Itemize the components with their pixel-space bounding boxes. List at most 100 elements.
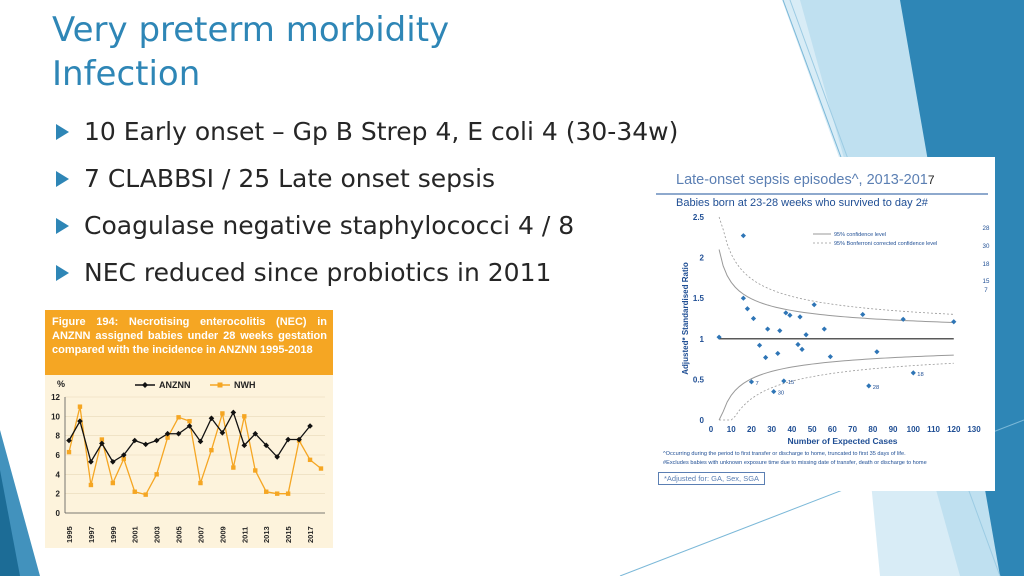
bullet-item: Coagulase negative staphylococci 4 / 8 [56, 206, 678, 253]
nec-data-point [264, 489, 269, 494]
los-data-point [763, 354, 769, 361]
los-limit-lower-95 [718, 354, 954, 421]
los-side-label: 7 [984, 287, 988, 294]
nec-data-point [230, 409, 237, 416]
los-x-tick-label: 100 [907, 425, 921, 434]
los-data-point [750, 315, 757, 322]
los-y-tick-label: 2 [700, 254, 705, 263]
los-side-label: 28 [983, 225, 990, 232]
nec-data-point [132, 489, 137, 494]
bullet-text: Coagulase negative staphylococci 4 / 8 [84, 211, 575, 240]
los-limit-upper-bonferroni [718, 216, 954, 315]
los-data-point [748, 379, 755, 385]
los-data-point [765, 326, 771, 332]
los-chart: 0 0.5 1 1.5 2 2.5 0 10 20 30 40 50 60 70 80 90 100 110 120… [681, 213, 990, 446]
los-legend-label: 95% confidence level [834, 232, 886, 238]
nec-data-point [242, 414, 247, 419]
bullet-item: 10 Early onset – Gp B Strep 4, E coli 4 … [56, 112, 678, 159]
nec-y-label: % [57, 379, 65, 389]
los-x-tick-label: 30 [767, 425, 776, 434]
nec-data-point [120, 452, 127, 458]
los-legend-label: 95% Bonferroni corrected confidence leve… [834, 241, 937, 247]
los-title-rule [656, 193, 988, 195]
los-data-point [795, 341, 801, 348]
los-data-point [740, 295, 746, 301]
nec-x-tick-label: 2015 [284, 526, 293, 543]
los-figure: 0 0.5 1 1.5 2 2.5 0 10 20 30 40 50 60 70 80 90 100 110 120… [651, 157, 995, 491]
nec-x-tick-label: 1995 [65, 526, 74, 543]
los-title-text: Late-onset sepsis episodes^, 2013-201 [676, 172, 928, 188]
los-data-point [866, 383, 872, 389]
nec-data-point [219, 429, 226, 436]
nec-x-tick-label: 2011 [240, 527, 249, 543]
nec-data-point [88, 458, 94, 465]
nec-y-tick-label: 8 [56, 432, 61, 441]
los-data-point [900, 316, 906, 322]
los-data-point [910, 370, 916, 376]
nec-chart: % 0 2 4 6 8 10 12 1995 1997 1999 2001 2003 2005 2007 20… [51, 379, 325, 543]
los-x-tick-label: 50 [808, 425, 817, 434]
los-side-label: 30 [983, 243, 990, 250]
nec-data-point [110, 480, 116, 486]
los-footnote-2: #Excludes babies with unknown exposure t… [663, 460, 927, 466]
los-y-tick-label: 2.5 [693, 213, 705, 222]
nec-data-point [296, 436, 302, 443]
nec-legend-marker [217, 382, 223, 388]
los-data-point [874, 349, 880, 355]
los-data-point [777, 328, 783, 334]
nec-figure: Figure 194: Necrotising enterocolitis (N… [45, 310, 333, 548]
nec-x-tick-label: 2003 [153, 526, 162, 543]
nec-data-point [231, 465, 236, 470]
los-point-label: 30 [778, 391, 784, 397]
nec-data-point [208, 415, 215, 422]
los-subtitle: Babies born at 23-28 weeks who survived … [676, 197, 928, 209]
nec-x-tick-label: 2009 [218, 526, 227, 543]
nec-data-point [77, 404, 83, 409]
nec-data-point [131, 437, 138, 444]
los-data-point [803, 332, 809, 338]
los-data-point [799, 346, 805, 352]
nec-x-tick-label: 1997 [87, 526, 96, 543]
nec-data-point [307, 423, 313, 429]
los-y-tick-label: 1 [700, 335, 705, 344]
nec-y-tick-label: 2 [56, 490, 61, 499]
los-x-tick-label: 90 [889, 425, 898, 434]
nec-data-point [121, 456, 126, 462]
los-x-tick-label: 20 [747, 425, 756, 434]
los-x-tick-label: 60 [828, 425, 837, 434]
los-data-point [821, 326, 827, 332]
los-y-tick-label: 0.5 [693, 375, 705, 384]
nec-x-tick-label: 2001 [131, 526, 140, 543]
nec-data-point [187, 418, 192, 424]
bullet-text: NEC reduced since probiotics in 2011 [84, 258, 552, 287]
nec-data-point [142, 441, 149, 448]
los-data-point [771, 388, 777, 395]
bullet-list: 10 Early onset – Gp B Strep 4, E coli 4 … [56, 112, 678, 300]
bullet-item: NEC reduced since probiotics in 2011 [56, 253, 678, 300]
nec-data-point [274, 491, 280, 496]
nec-data-point [198, 480, 203, 486]
bullet-text: 10 Early onset – Gp B Strep 4, E coli 4 … [84, 117, 679, 146]
bullet-item: 7 CLABBSI / 25 Late onset sepsis [56, 159, 678, 206]
los-data-point [740, 233, 746, 239]
los-data-point [827, 354, 833, 360]
los-adjusted-note: *Adjusted for: GA, Sex, SGA [658, 472, 766, 485]
nec-data-point [88, 482, 94, 488]
nec-data-point [263, 442, 270, 449]
nec-data-point [176, 415, 181, 420]
slide-title: Very preterm morbidity Infection [52, 8, 449, 96]
nec-legend-label: NWH [234, 380, 256, 390]
triangle-right-icon [56, 218, 69, 234]
nec-x-tick-label: 2005 [175, 526, 184, 543]
nec-data-point [285, 491, 291, 496]
nec-legend-label: ANZNN [159, 380, 191, 390]
los-data-point [860, 311, 866, 318]
nec-data-point [252, 430, 259, 437]
los-x-tick-label: 70 [848, 425, 857, 434]
nec-legend-marker [142, 382, 148, 388]
nec-data-point [307, 457, 313, 463]
nec-data-point [99, 437, 105, 442]
nec-y-tick-label: 10 [51, 412, 60, 421]
los-data-point [787, 312, 793, 318]
los-y-label: Adjusted* Standardised Ratio [681, 262, 690, 375]
